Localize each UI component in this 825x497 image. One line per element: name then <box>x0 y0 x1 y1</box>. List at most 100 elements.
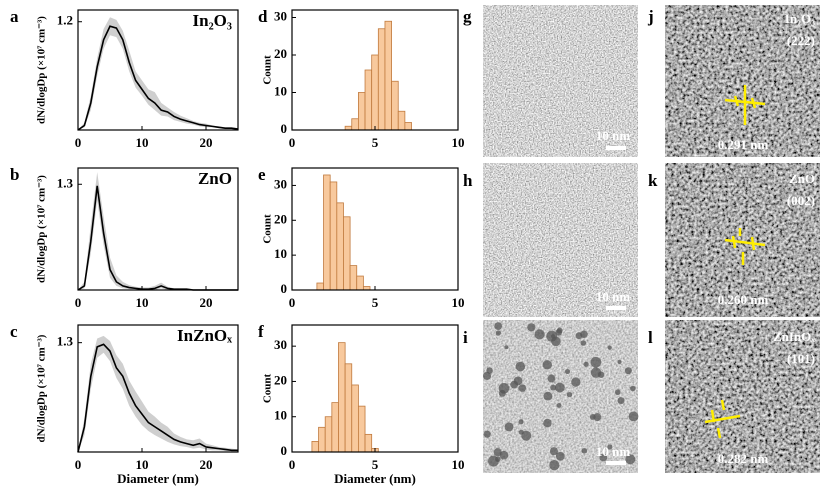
y-tick-label: 1.3 <box>57 334 74 349</box>
x-tick-label: 10 <box>136 295 149 310</box>
panel-label: g <box>463 7 472 26</box>
y-axis-label: dN/dlogDp (×10⁷ cm⁻³) <box>36 334 48 442</box>
x-axis-label: Diameter (nm) <box>117 471 199 486</box>
particle <box>607 444 613 450</box>
panel-label: i <box>463 328 468 347</box>
scale-bar <box>606 306 626 310</box>
bar <box>364 69 373 131</box>
particle <box>551 336 561 347</box>
x-tick-label: 20 <box>200 457 213 472</box>
lattice-marker <box>704 399 741 439</box>
y-axis-label: dN/dlogDp (×10⁷ cm⁻³) <box>36 16 48 124</box>
particle <box>628 411 639 422</box>
particle <box>483 430 491 438</box>
series-label: In₂O₃ <box>193 11 233 30</box>
y-axis-label: Count <box>262 55 274 85</box>
x-tick-label: 5 <box>372 295 379 310</box>
panel-label: d <box>258 7 268 26</box>
particle <box>593 413 602 422</box>
x-tick-label: 5 <box>372 135 379 150</box>
particle <box>549 447 559 456</box>
y-tick-label: 30 <box>274 337 287 352</box>
particle <box>614 389 621 396</box>
bar <box>384 20 392 131</box>
histogram-chart: e 0 5 10 0 10 20 30 Count <box>258 165 465 310</box>
bar <box>351 118 359 131</box>
particle <box>518 384 527 392</box>
panel-label: j <box>647 7 654 26</box>
hrtem-l: l ZnInOₓ (101) 0.282 nm <box>648 320 820 473</box>
bar <box>349 265 358 291</box>
spacing-label: 0.260 nm <box>718 292 769 307</box>
axes-frame <box>77 167 239 291</box>
panel-label: k <box>648 171 658 190</box>
x-tick-label: 0 <box>289 457 296 472</box>
tem-image <box>483 5 638 157</box>
particle <box>617 359 622 364</box>
y-tick-label: 10 <box>274 83 287 98</box>
x-tick-label: 0 <box>289 135 296 150</box>
material-label: ZnInOₓ <box>773 329 815 344</box>
x-tick-label: 0 <box>289 295 296 310</box>
panel-label: a <box>10 7 19 26</box>
particle <box>590 367 602 378</box>
particle <box>494 322 503 330</box>
y-axis-label: Count <box>262 214 274 244</box>
spacing-label: 0.291 nm <box>718 137 769 152</box>
lattice-marker <box>724 228 766 265</box>
x-tick-label: 10 <box>452 295 465 310</box>
particle <box>521 430 532 441</box>
plane-label: (222) <box>787 33 815 48</box>
series-label: InZnOₓ <box>177 326 232 345</box>
bar <box>357 92 366 131</box>
particle <box>543 418 552 428</box>
y-tick-label: 1.3 <box>57 175 74 190</box>
tem-g: g 10 nm <box>463 5 638 157</box>
line-chart: a In₂O₃ 0 10 20 1.2 dN/dlogDp (×10⁷ cm⁻³) <box>10 7 239 150</box>
hrtem-j: j In₂O₃ (222) 0.291 nm <box>647 5 820 157</box>
band <box>78 17 238 130</box>
band <box>78 172 238 290</box>
particle <box>504 345 509 350</box>
particle <box>518 419 524 425</box>
histogram-chart: f 0 5 10 0 10 20 30 Count Diameter (nm) <box>258 322 465 486</box>
panel-label: l <box>648 328 653 347</box>
x-axis-label: Diameter (nm) <box>334 471 416 486</box>
series-label: ZnO <box>198 169 232 188</box>
particle <box>580 340 587 346</box>
particle <box>566 392 573 398</box>
particle <box>555 329 563 336</box>
material-label: ZnO <box>789 171 815 186</box>
x-tick-label: 10 <box>136 457 149 472</box>
particle <box>495 456 501 462</box>
bar <box>343 216 351 291</box>
y-tick-label: 1.2 <box>57 13 73 28</box>
axes-frame <box>77 324 239 453</box>
x-tick-label: 10 <box>136 135 149 150</box>
bar <box>336 202 344 291</box>
y-tick-label: 10 <box>274 246 287 261</box>
axes-frame <box>291 324 459 453</box>
y-axis-label: dN/dlogDp (×10⁷ cm⁻³) <box>36 175 48 283</box>
particle <box>499 450 509 460</box>
y-tick-label: 0 <box>281 443 288 458</box>
y-tick-label: 20 <box>274 372 287 387</box>
bar <box>329 181 338 291</box>
x-tick-label: 10 <box>452 135 465 150</box>
particle <box>583 361 589 367</box>
panel-label: f <box>258 322 264 341</box>
bar <box>344 363 353 453</box>
material-label: In₂O₃ <box>785 11 815 26</box>
tem-i: i 10 nm <box>463 320 639 473</box>
plane-label: (002) <box>787 193 815 208</box>
line <box>77 185 238 291</box>
bar <box>371 54 379 131</box>
x-tick-label: 0 <box>75 295 82 310</box>
particle <box>550 384 557 391</box>
particle <box>534 329 545 340</box>
bar <box>397 110 406 131</box>
particle <box>556 403 562 408</box>
y-tick-label: 30 <box>274 8 287 23</box>
bar <box>356 275 364 291</box>
